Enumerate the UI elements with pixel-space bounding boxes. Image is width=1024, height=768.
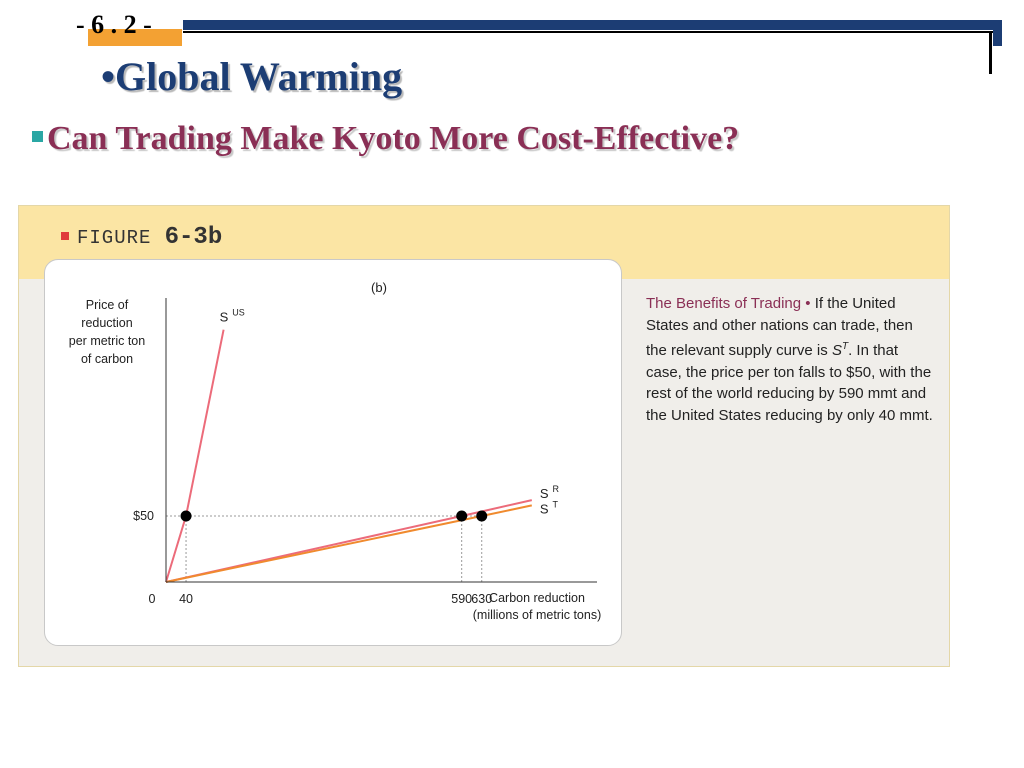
square-bullet-icon — [32, 130, 43, 142]
x-axis-unit-label: (millions of metric tons) — [473, 608, 602, 622]
figure-caption: The Benefits of Trading • If the United … — [646, 293, 936, 426]
caption-title: The Benefits of Trading • — [646, 295, 811, 312]
figure-panel: FIGURE 6-3b Price of reduction per metric … — [18, 205, 950, 667]
chart-card: Price of reduction per metric ton of carbon… — [44, 259, 622, 646]
panel-label: (b) — [371, 280, 387, 295]
header-rule — [183, 31, 993, 33]
plot-area: S USS RS T0 40 590 630$50 — [133, 298, 597, 606]
caption-symbol-st: ST — [831, 341, 849, 359]
slide-title: •Global Warming — [101, 54, 403, 99]
y-axis-label-line: reduction — [81, 316, 132, 330]
subtitle-text: Can Trading Make Kyoto More Cost-Effecti… — [47, 120, 740, 157]
supply-curve-us — [165, 329, 225, 583]
figure-bullet-icon — [61, 232, 69, 240]
y-tick-label: $50 — [133, 509, 154, 523]
y-axis-label: Price of reduction per metric ton of carbon — [69, 298, 145, 366]
y-axis-label-line: Price of — [86, 298, 129, 312]
slide-subtitle: Can Trading Make Kyoto More Cost-Effecti… — [32, 120, 739, 158]
figure-label-word: FIGURE — [77, 227, 152, 249]
curve-label-us: S US — [220, 308, 245, 325]
caption-body: If the United States and other nations c… — [646, 295, 933, 424]
equilibrium-point — [476, 510, 488, 522]
figure-label: FIGURE 6-3b — [61, 224, 222, 251]
y-axis-label-line: of carbon — [81, 352, 133, 366]
figure-label-number: 6-3b — [164, 224, 223, 251]
supply-curve-chart: Price of reduction per metric ton of carbon… — [69, 280, 602, 622]
x-tick-label: 40 — [179, 592, 193, 606]
x-axis-label: Carbon reduction — [489, 591, 585, 605]
header-bar-cap — [993, 20, 1002, 46]
y-axis-label-line: per metric ton — [69, 334, 145, 348]
equilibrium-point — [456, 510, 468, 522]
x-tick-label: 0 — [149, 592, 156, 606]
x-tick-label: 630 — [471, 592, 492, 606]
x-tick-label: 590 — [451, 592, 472, 606]
equilibrium-point — [180, 510, 192, 522]
header-bar — [183, 20, 1000, 30]
slide-number: - 6 . 2 - — [76, 10, 152, 39]
slide-number-highlight — [88, 29, 182, 46]
header-rule-drop — [989, 31, 992, 74]
